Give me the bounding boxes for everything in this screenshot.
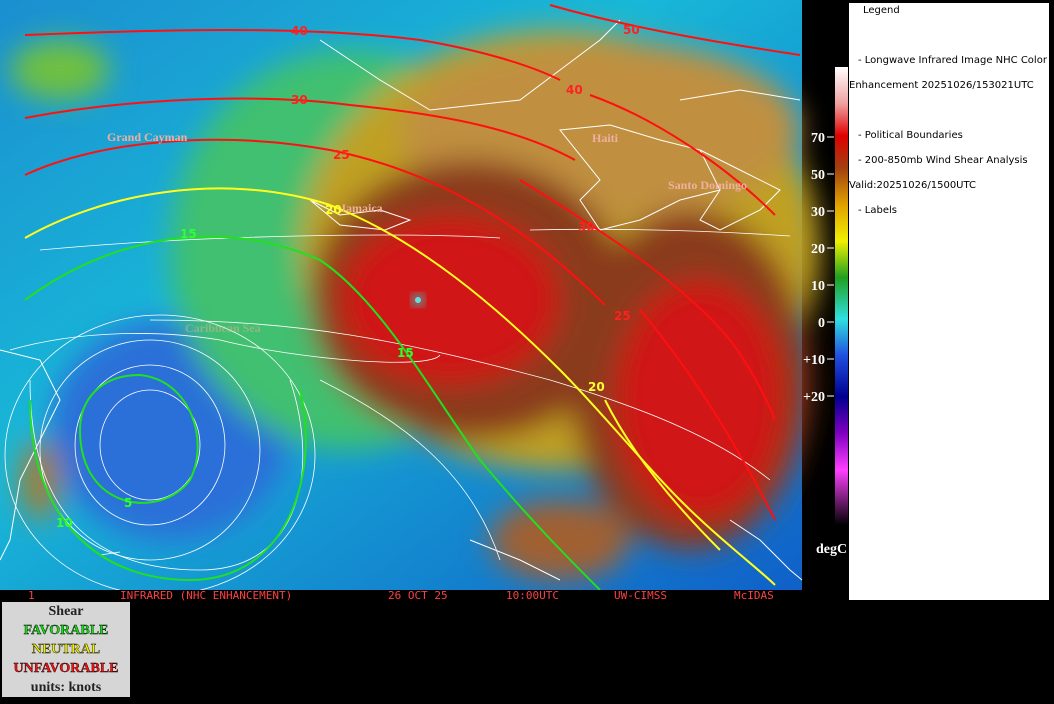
- place-label: Haiti: [592, 131, 619, 145]
- contour-label: 30: [291, 93, 308, 107]
- shear-key-title: Shear: [48, 604, 84, 619]
- contour-label: 50: [623, 23, 640, 37]
- banner-frame: 1: [28, 589, 35, 602]
- contour-label: 25: [333, 148, 350, 162]
- legend-item: Valid:20251026/1500UTC: [849, 180, 977, 191]
- colorbar-tick-label: 70: [811, 131, 825, 146]
- colorbar-tick-label: +10: [803, 353, 825, 368]
- colorbar-tick-label: 50: [811, 168, 825, 183]
- legend-title: Legend: [863, 5, 900, 16]
- place-label: Jamaica: [340, 201, 383, 215]
- contour-label: 20: [325, 203, 342, 217]
- banner-product: INFRARED (NHC ENHANCEMENT): [120, 589, 293, 602]
- shear-level: NEUTRAL: [31, 642, 101, 657]
- colorbar-tick-label: 10: [811, 279, 825, 294]
- political-boundaries: [0, 19, 803, 581]
- image-banner: 1 INFRARED (NHC ENHANCEMENT) 26 OCT 25 10:0…: [0, 589, 802, 602]
- contour-label: 30: [578, 220, 595, 234]
- colorbar-tick-label: 30: [811, 205, 825, 220]
- colorbar-tick-label: +20: [803, 390, 825, 405]
- contour-label: 15: [397, 346, 414, 360]
- legend-item: Enhancement 20251026/153021UTC: [849, 80, 1034, 91]
- colorbar: [835, 67, 848, 525]
- contour-label: 20: [588, 380, 605, 394]
- shear-level: UNFAVORABLE: [13, 661, 119, 676]
- legend: Legend - Longwave Infrared Image NHC Col…: [849, 3, 1049, 600]
- legend-item: - Longwave Infrared Image NHC Color: [858, 55, 1047, 66]
- contour-label: 25: [614, 309, 631, 323]
- banner-date: 26 OCT 25: [388, 589, 448, 602]
- shear-units: units: knots: [30, 680, 102, 695]
- contour-label: 40: [291, 24, 308, 38]
- cloud-imagery: [0, 0, 820, 590]
- shear-key: Shear FAVORABLE NEUTRAL UNFAVORABLE units: …: [2, 602, 130, 697]
- contour-label: 15: [180, 227, 197, 241]
- contour-label: 5: [124, 496, 132, 510]
- streamlines: [4, 228, 791, 590]
- place-label: Santo Domingo: [668, 178, 747, 192]
- banner-source: UW-CIMSS: [614, 589, 667, 602]
- place-label: Caribbean Sea: [185, 321, 261, 335]
- shear-level: FAVORABLE: [23, 623, 109, 638]
- contour-label: 40: [566, 83, 583, 97]
- legend-item: - 200-850mb Wind Shear Analysis: [858, 155, 1028, 166]
- banner-system: McIDAS: [734, 589, 774, 602]
- contour-label: 10: [56, 516, 73, 530]
- place-label: Grand Cayman: [107, 130, 188, 144]
- legend-item: - Political Boundaries: [858, 130, 963, 141]
- satellite-map: Grand Cayman Jamaica Haiti Santo Domingo Car…: [0, 0, 848, 590]
- colorbar-unit: degC: [816, 542, 847, 557]
- colorbar-tick-label: 20: [811, 242, 825, 257]
- shear-contours: [24, 4, 801, 590]
- colorbar-tick-label: 0: [818, 316, 825, 331]
- legend-item: - Labels: [858, 205, 897, 216]
- banner-time: 10:00UTC: [506, 589, 559, 602]
